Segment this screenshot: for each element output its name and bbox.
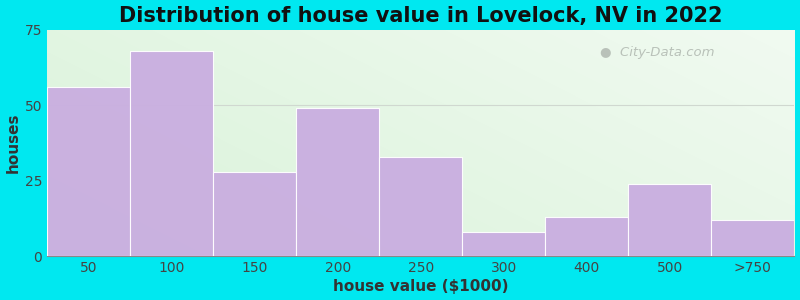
Y-axis label: houses: houses	[6, 113, 21, 173]
X-axis label: house value ($1000): house value ($1000)	[333, 279, 509, 294]
Bar	[213, 172, 296, 256]
Bar	[379, 157, 462, 256]
Bar	[130, 51, 213, 256]
Bar	[296, 108, 379, 256]
Text: ●  City-Data.com: ● City-Data.com	[600, 46, 714, 59]
Bar	[462, 232, 546, 256]
Bar	[628, 184, 711, 256]
Bar	[546, 217, 628, 256]
Title: Distribution of house value in Lovelock, NV in 2022: Distribution of house value in Lovelock,…	[119, 6, 722, 26]
Bar	[711, 220, 794, 256]
Bar	[47, 87, 130, 256]
